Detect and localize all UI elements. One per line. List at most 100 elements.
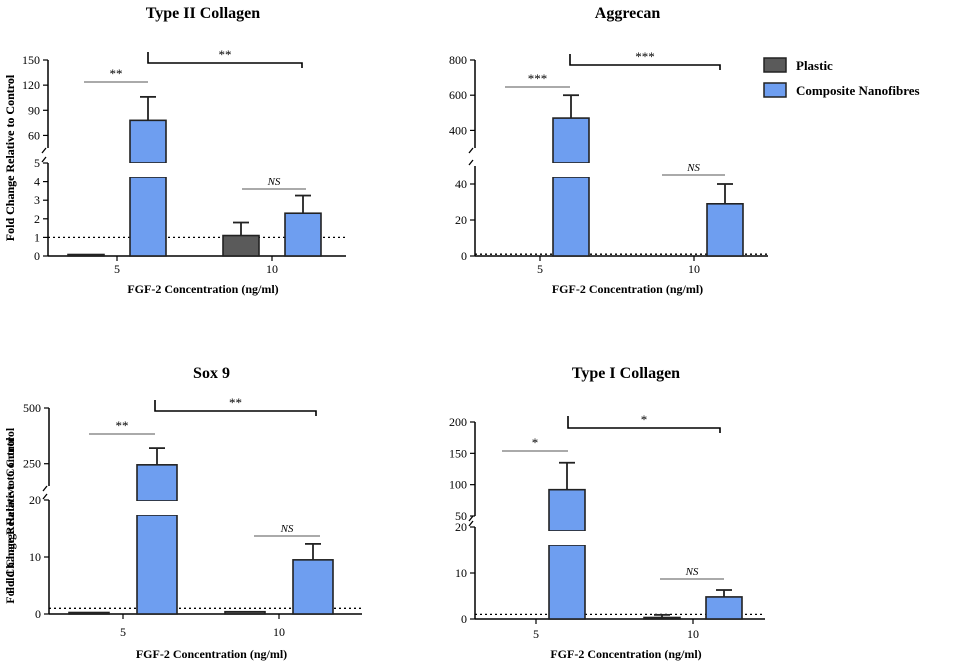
y-tick-label: 10 xyxy=(455,566,467,580)
y-tick-label: 800 xyxy=(449,53,467,67)
bar xyxy=(129,176,167,257)
x-tick-label: 5 xyxy=(537,262,543,276)
y-tick-label: 0 xyxy=(35,607,41,621)
legend-swatch-plastic xyxy=(763,57,787,73)
significance-label: ** xyxy=(110,66,123,81)
y-tick-label: 500 xyxy=(23,401,41,415)
axis-break-mark xyxy=(42,485,48,500)
x-tick-label: 5 xyxy=(533,627,539,641)
chart-title: Aggrecan xyxy=(595,5,661,22)
significance-label: ** xyxy=(116,418,129,433)
significance-label: *** xyxy=(635,49,655,64)
bar xyxy=(67,253,105,257)
y-tick-label: 2 xyxy=(34,212,40,226)
x-tick-label: 10 xyxy=(687,627,699,641)
y-tick-label: 150 xyxy=(22,53,40,67)
x-tick-label: 10 xyxy=(273,625,285,639)
bar xyxy=(136,514,178,615)
x-tick-label: 5 xyxy=(114,262,120,276)
y-tick-label: 0 xyxy=(461,249,467,263)
y-tick-label: 90 xyxy=(28,103,40,117)
bar xyxy=(136,464,178,502)
y-tick-label: 60 xyxy=(28,128,40,142)
bar-break-gap xyxy=(128,163,168,177)
y-tick-label: 0 xyxy=(461,612,467,626)
significance-label: * xyxy=(532,435,539,450)
y-tick-label: 4 xyxy=(34,175,40,189)
bar-break-gap xyxy=(551,163,591,177)
significance-bracket xyxy=(147,52,303,68)
x-axis-label: FGF-2 Concentration (ng/ml) xyxy=(552,282,703,296)
x-tick-label: 5 xyxy=(120,625,126,639)
significance-label: ** xyxy=(219,47,232,62)
y-tick-label: 20 xyxy=(455,520,467,534)
significance-bracket xyxy=(154,400,317,416)
bar-break-gap xyxy=(135,501,179,515)
legend-label-plastic: Plastic xyxy=(796,58,833,73)
ns-label: NS xyxy=(267,176,281,188)
chart-title: Type I Collagen xyxy=(572,365,680,382)
y-axis-label: Fold Change Relative to Control xyxy=(3,74,17,241)
y-tick-label: 600 xyxy=(449,88,467,102)
legend-swatch-composite xyxy=(763,82,787,98)
x-axis-label: FGF-2 Concentration (ng/ml) xyxy=(136,647,287,661)
y-axis-label: Fold Change Relative to Control xyxy=(3,437,17,604)
ns-label: NS xyxy=(280,523,294,535)
chart-title: Type II Collagen xyxy=(146,5,260,22)
bar xyxy=(706,203,744,257)
y-tick-label: 3 xyxy=(34,193,40,207)
chart-panel: Sox 9 FGF-2 Concentration (ng/ml) Fold Cha… xyxy=(3,365,362,661)
bar xyxy=(705,596,743,620)
legend: Plastic Composite Nanofibres xyxy=(763,57,920,98)
chart-title: Sox 9 xyxy=(193,365,230,382)
chart-panel: Aggrecan FGF-2 Concentration (ng/ml) Fold … xyxy=(3,5,768,296)
significance-bracket xyxy=(567,416,721,433)
significance-label: *** xyxy=(528,71,548,86)
x-axis-label: FGF-2 Concentration (ng/ml) xyxy=(550,647,701,661)
y-tick-label: 50 xyxy=(455,509,467,523)
significance-label: ** xyxy=(229,395,242,410)
y-axis-label: Fold Change Relative to Control xyxy=(3,427,17,594)
y-tick-label: 10 xyxy=(29,550,41,564)
legend-label-composite: Composite Nanofibres xyxy=(796,83,920,98)
chart-panel: Type I Collagen FGF-2 Concentration (ng/m… xyxy=(3,365,765,661)
y-tick-label: 5 xyxy=(34,156,40,170)
chart-panels: Type II Collagen FGF-2 Concentration (ng/… xyxy=(3,5,768,661)
y-tick-label: 0 xyxy=(34,249,40,263)
y-tick-label: 20 xyxy=(455,213,467,227)
bar xyxy=(222,234,260,257)
significance-bracket xyxy=(569,54,721,70)
bar xyxy=(224,610,266,615)
y-tick-label: 1 xyxy=(34,230,40,244)
x-tick-label: 10 xyxy=(688,262,700,276)
bar xyxy=(68,611,110,615)
axis-break-mark xyxy=(468,515,474,527)
axis-break-mark xyxy=(41,147,47,163)
y-tick-label: 100 xyxy=(449,478,467,492)
bar xyxy=(284,212,322,257)
y-tick-label: 20 xyxy=(29,493,41,507)
bar xyxy=(548,488,586,532)
x-axis-label: FGF-2 Concentration (ng/ml) xyxy=(127,282,278,296)
y-axis-label: Fold Change Relative to Control xyxy=(3,74,17,241)
y-tick-label: 120 xyxy=(22,78,40,92)
y-tick-label: 400 xyxy=(449,123,467,137)
significance-label: * xyxy=(641,412,648,427)
bar xyxy=(643,616,681,620)
bar-break-gap xyxy=(547,531,587,545)
ns-label: NS xyxy=(686,162,700,174)
ns-label: NS xyxy=(685,566,699,578)
bar xyxy=(552,117,590,164)
axis-break-mark xyxy=(468,147,474,166)
bar xyxy=(292,559,334,615)
y-tick-label: 200 xyxy=(449,415,467,429)
y-tick-label: 40 xyxy=(455,177,467,191)
chart-panel: Type II Collagen FGF-2 Concentration (ng/… xyxy=(3,5,346,296)
bar xyxy=(129,119,167,164)
bar xyxy=(548,544,586,620)
x-tick-label: 10 xyxy=(266,262,278,276)
y-tick-label: 250 xyxy=(23,457,41,471)
y-tick-label: 150 xyxy=(449,446,467,460)
bar xyxy=(552,176,590,257)
